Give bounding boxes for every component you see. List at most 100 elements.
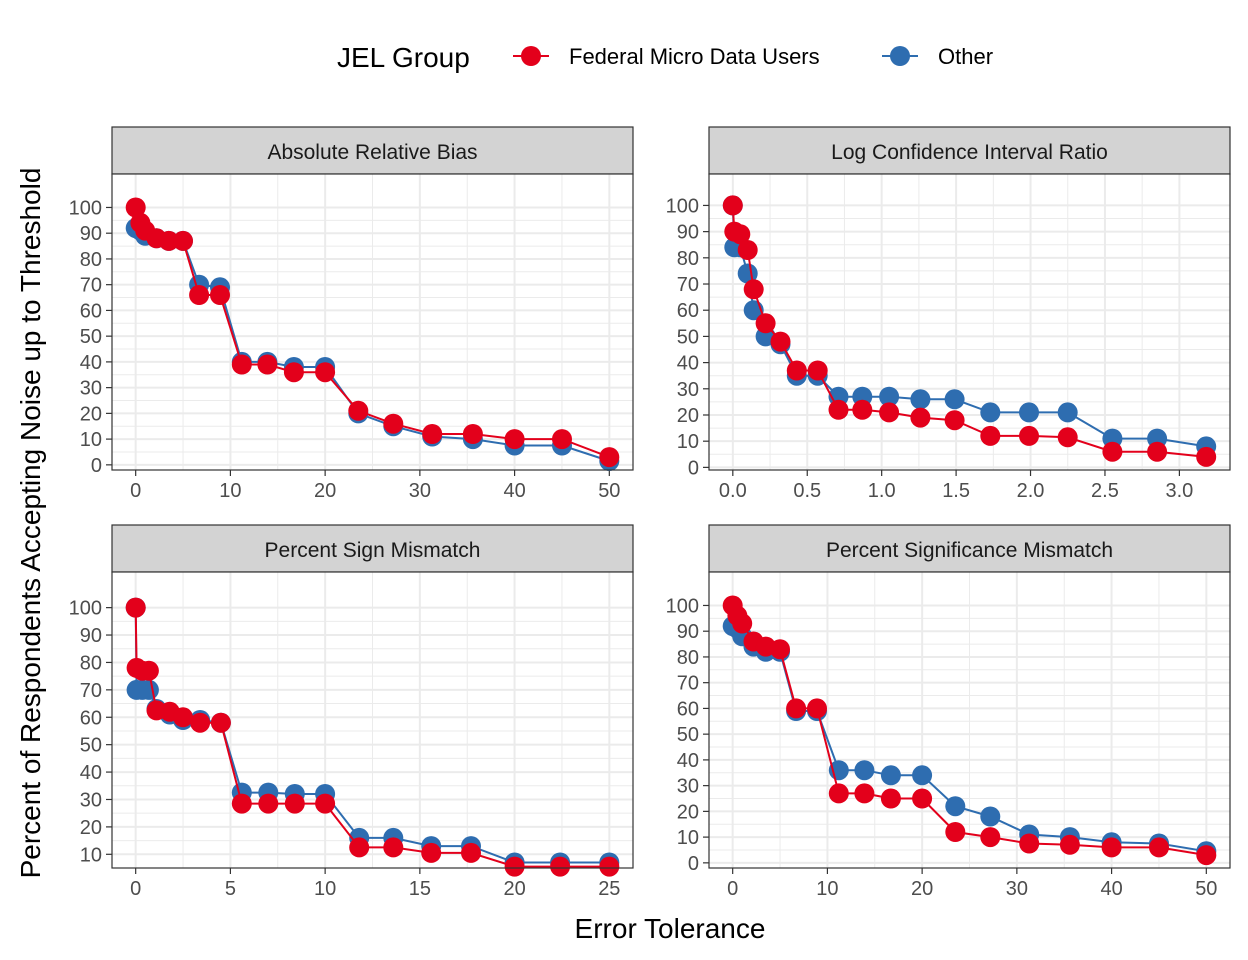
panel-percent-significance-mismatch: Percent Significance Mismatch 0 10 20 30 40 50… — [666, 524, 1231, 900]
y-tick-label: 10 — [677, 827, 699, 849]
data-point — [1057, 427, 1078, 448]
data-point — [944, 389, 965, 410]
data-point — [173, 230, 193, 251]
facet-strip — [111, 126, 634, 175]
data-point — [173, 707, 193, 728]
series-federal — [722, 195, 1217, 467]
y-tick-label: 100 — [69, 197, 102, 219]
x-tick-label: 0.0 — [719, 480, 747, 502]
x-tick-label: 1.5 — [942, 480, 970, 502]
data-point — [1147, 441, 1168, 462]
x-tick-label: 0 — [130, 480, 141, 502]
x-tick-label: 50 — [1195, 878, 1217, 900]
data-point — [944, 410, 965, 431]
x-tick-label: 20 — [314, 480, 336, 502]
y-tick-label: 70 — [677, 673, 699, 695]
data-point — [980, 806, 1001, 827]
data-point — [1019, 402, 1039, 423]
data-point — [1102, 441, 1123, 462]
panel-log-confidence-interval-ratio: Log Confidence Interval Ratio 0.0 0.5 1.0 1.… — [666, 126, 1231, 502]
legend: JEL Group Federal Micro Data Users Other — [337, 42, 993, 73]
data-point — [550, 856, 571, 877]
y-tick-label: 50 — [677, 724, 699, 746]
data-point — [980, 827, 1001, 848]
data-point — [284, 793, 305, 814]
data-point — [315, 362, 336, 383]
y-tick-label: 0 — [688, 853, 699, 875]
x-tick-label: 1.0 — [868, 480, 896, 502]
data-point — [1059, 834, 1080, 855]
data-point — [138, 660, 159, 681]
data-point — [421, 842, 442, 863]
data-point — [807, 698, 827, 719]
x-tick-label: 3.0 — [1165, 480, 1193, 502]
y-tick-label: 10 — [80, 844, 102, 866]
data-point — [138, 679, 159, 700]
data-point — [599, 447, 620, 468]
data-point — [786, 698, 807, 719]
data-point — [190, 712, 211, 733]
y-tick-label: 90 — [677, 621, 699, 643]
y-tick-label: 70 — [80, 275, 102, 297]
data-point — [504, 856, 525, 877]
x-tick-label: 10 — [314, 878, 336, 900]
data-point — [125, 197, 146, 218]
data-point — [349, 837, 370, 858]
x-tick-label: 30 — [1006, 878, 1028, 900]
x-tick-label: 30 — [409, 480, 431, 502]
y-tick-label: 70 — [677, 274, 699, 296]
y-axis-title: Percent of Respondents Accepting Noise u… — [15, 168, 46, 879]
y-tick-label: 50 — [677, 326, 699, 348]
y-tick-label: 20 — [80, 817, 102, 839]
panel-absolute-relative-bias: Absolute Relative Bias 0 10 20 30 40 50 0 10 20 30… — [69, 126, 634, 502]
y-tick-label: 30 — [80, 789, 102, 811]
data-point — [462, 424, 483, 444]
y-tick-label: 40 — [677, 353, 699, 375]
panel-percent-sign-mismatch: Percent Sign Mismatch 0 5 10 15 20 25 10 20 30 40 5… — [69, 524, 634, 900]
y-tick-label: 10 — [677, 431, 699, 453]
y-tick-label: 10 — [80, 429, 102, 451]
facet-title: Absolute Relative Bias — [267, 141, 477, 164]
x-tick-label: 20 — [911, 878, 933, 900]
x-tick-label: 20 — [503, 878, 525, 900]
data-point — [910, 407, 931, 428]
x-tick-label: 25 — [598, 878, 620, 900]
y-tick-label: 80 — [677, 647, 699, 669]
panel-border — [708, 173, 1231, 471]
data-point — [1019, 425, 1039, 446]
data-point — [722, 195, 743, 216]
y-tick-label: 0 — [688, 457, 699, 479]
data-point — [210, 285, 230, 305]
y-tick-label: 90 — [80, 625, 102, 647]
data-point — [880, 788, 901, 809]
data-point — [258, 793, 279, 814]
data-point — [348, 400, 369, 421]
data-point — [125, 597, 146, 618]
legend-label-other: Other — [938, 44, 993, 69]
y-tick-label: 100 — [69, 598, 102, 620]
data-point — [770, 639, 790, 660]
y-tick-label: 80 — [677, 248, 699, 270]
y-tick-label: 30 — [677, 776, 699, 798]
y-tick-label: 100 — [666, 195, 699, 217]
data-point — [912, 765, 933, 786]
y-tick-label: 40 — [80, 352, 102, 374]
data-point — [879, 402, 900, 423]
y-tick-label: 60 — [80, 707, 102, 729]
series-federal — [125, 197, 620, 468]
data-point — [828, 783, 849, 804]
data-point — [980, 402, 1001, 423]
x-tick-label: 15 — [409, 878, 431, 900]
y-tick-label: 100 — [666, 595, 699, 617]
y-tick-label: 60 — [80, 300, 102, 322]
data-point — [910, 389, 931, 410]
x-tick-label: 40 — [503, 480, 525, 502]
x-tick-label: 0 — [727, 878, 738, 900]
y-tick-label: 20 — [677, 405, 699, 427]
data-point — [383, 413, 404, 434]
data-point — [158, 230, 179, 251]
data-point — [945, 822, 966, 842]
data-point — [755, 313, 776, 334]
data-point — [945, 796, 966, 817]
